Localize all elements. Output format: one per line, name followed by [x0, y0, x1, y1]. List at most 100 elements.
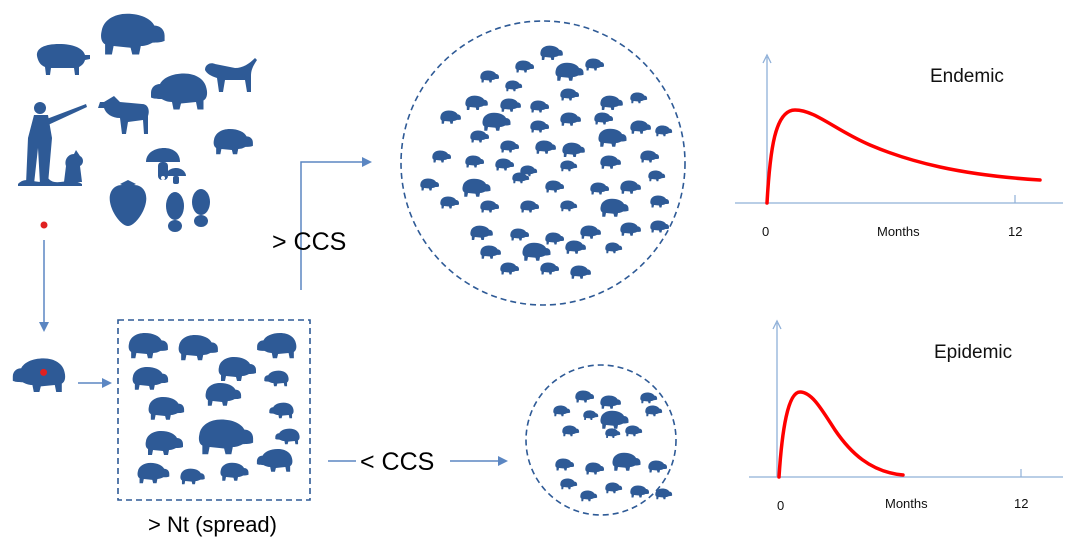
wild-boar-icon	[214, 129, 253, 154]
wild-boar-icon	[420, 179, 439, 191]
wild-boar-icon	[480, 246, 501, 259]
tick-label-12: 12	[1008, 224, 1022, 239]
wild-boar-icon	[432, 151, 451, 163]
wild-boar-icon	[612, 453, 640, 471]
wild-boar-icon	[650, 221, 669, 233]
wild-boar-icon	[570, 266, 591, 279]
wild-boar-icon	[151, 73, 208, 110]
wild-boar-icon	[465, 156, 484, 168]
source-icons	[18, 14, 257, 232]
wild-boar-icon	[580, 226, 601, 239]
wild-boar-icon	[600, 156, 621, 169]
wild-boar-icon	[620, 181, 641, 194]
wild-boar-icon	[257, 333, 297, 359]
wild-boar-icon	[256, 448, 293, 472]
wild-boar-icon	[598, 129, 626, 147]
hunter-icon	[18, 102, 87, 186]
spread-label: > Nt (spread)	[148, 512, 277, 537]
wild-boar-icon	[630, 92, 647, 103]
wild-boar-icon	[515, 61, 534, 73]
wild-boar-icon	[600, 396, 621, 409]
epidemic-population-circle	[525, 364, 677, 516]
wild-boar-icon	[600, 96, 622, 110]
wild-boar-icon	[462, 179, 490, 197]
tick-label-0: 0	[777, 498, 784, 513]
wild-boar-icon	[264, 370, 289, 387]
wild-boar-icon	[585, 59, 604, 71]
dog-icon	[205, 58, 257, 92]
wild-boar-icon	[149, 397, 185, 420]
wild-boar-icon	[530, 121, 549, 133]
wild-boar-icon	[535, 141, 556, 154]
wild-boar-icon	[269, 402, 294, 419]
wild-boar-icon	[510, 229, 529, 241]
wild-boar-icon	[553, 405, 570, 416]
wild-boar-icon	[440, 111, 461, 124]
wild-boar-icon	[655, 488, 672, 499]
wild-boar-icon	[655, 125, 672, 136]
wild-boar-icon	[648, 461, 667, 473]
endemic-chart: Endemic 0 Months 12	[735, 53, 1063, 239]
wild-boar-icon	[465, 96, 487, 110]
wild-boar-icon	[540, 263, 559, 275]
wild-boar-icon	[179, 335, 218, 360]
small-herd	[553, 391, 672, 502]
wild-boar-icon	[640, 151, 659, 163]
endemic-curve	[765, 108, 1042, 205]
wild-boar-icon	[605, 428, 620, 438]
tick-label-0: 0	[762, 224, 769, 239]
wild-boar-icon	[590, 183, 609, 195]
y-axis-arrow	[762, 53, 772, 64]
infected-boar-icon	[12, 358, 66, 392]
calf-icon	[98, 96, 149, 134]
wild-boar-icon	[480, 71, 499, 83]
infection-dot	[40, 221, 48, 229]
mushroom-icon	[146, 148, 186, 184]
box-herd	[129, 333, 300, 484]
wild-boar-icon	[101, 14, 165, 55]
wild-boar-icon	[500, 99, 521, 112]
pig-icon	[36, 44, 90, 75]
wild-boar-icon	[470, 226, 492, 240]
endemic-population-circle	[400, 20, 686, 306]
wild-boar-icon	[565, 241, 586, 254]
wild-boar-icon	[540, 46, 562, 60]
wild-boar-icon	[600, 199, 628, 217]
big-herd	[420, 46, 672, 279]
wild-boar-icon	[600, 411, 628, 429]
wild-boar-icon	[585, 463, 604, 475]
wild-boar-icon	[133, 367, 169, 390]
wild-boar-icon	[560, 160, 577, 171]
x-axis-label: Months	[885, 496, 928, 511]
wild-boar-icon	[575, 391, 594, 403]
chart-title: Epidemic	[934, 342, 1012, 363]
wild-boar-icon	[580, 490, 597, 501]
wild-boar-icon	[555, 459, 574, 471]
wild-boar-icon	[495, 159, 514, 171]
wild-boar-icon	[500, 263, 519, 275]
wild-boar-icon	[560, 200, 577, 211]
wild-boar-icon	[605, 482, 622, 493]
wild-boar-icon	[562, 425, 579, 436]
wild-boar-icon	[530, 101, 549, 113]
wild-boar-icon	[480, 201, 499, 213]
wild-boar-icon	[470, 131, 489, 143]
wild-boar-icon	[648, 170, 665, 181]
wild-boar-icon	[199, 419, 253, 454]
epidemic-curve	[777, 390, 905, 479]
arrow-up-to-endemic	[300, 157, 372, 290]
footprints-icon	[166, 189, 210, 232]
wild-boar-icon	[583, 410, 598, 420]
wild-boar-icon	[562, 143, 584, 157]
wild-boar-icon	[500, 141, 519, 153]
wild-boar-icon	[129, 333, 168, 358]
population-box	[117, 319, 311, 501]
above-ccs-label: > CCS	[272, 228, 346, 256]
wild-boar-icon	[206, 383, 242, 406]
x-axis-label: Months	[877, 224, 920, 239]
wild-boar-icon	[220, 463, 248, 481]
wild-boar-icon	[630, 121, 651, 134]
wild-boar-icon	[645, 405, 662, 416]
chart-title: Endemic	[930, 66, 1004, 87]
